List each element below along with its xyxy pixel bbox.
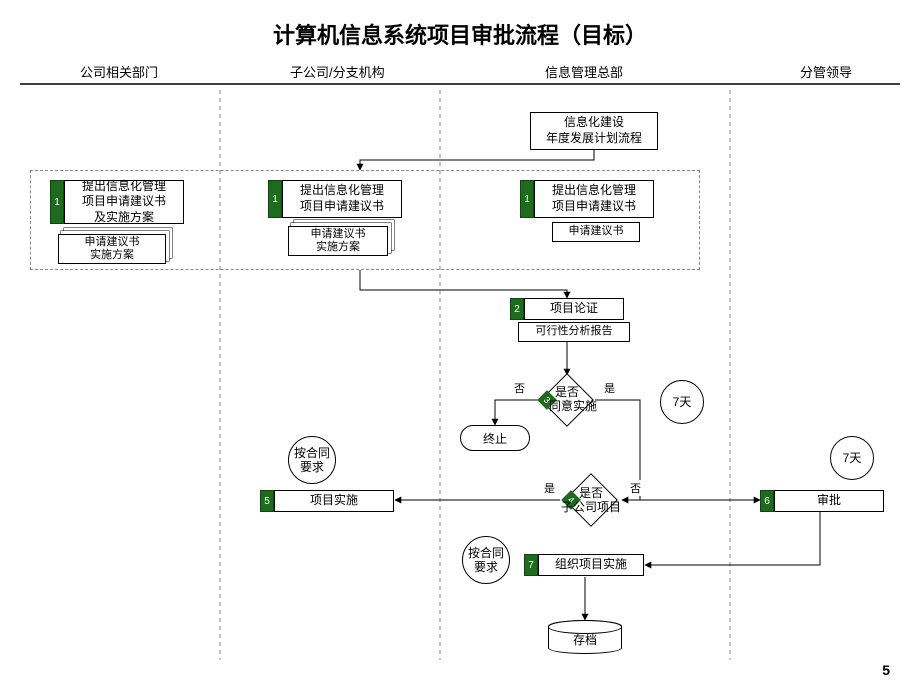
step-2-num: 2 [510, 298, 524, 320]
step-7: 组织项目实施 [538, 554, 644, 576]
decision-4-label: 是否 子公司项目 [560, 486, 622, 515]
decision-3-time: 7天 [660, 380, 704, 424]
step-2: 项目论证 [524, 298, 624, 320]
step-1a-doc: 申请建议书 实施方案 [58, 234, 166, 264]
step-5-num: 5 [260, 490, 274, 512]
archive-label: 存档 [573, 631, 597, 648]
step-7-num: 7 [524, 554, 538, 576]
lane-label-4: 分管领导 [800, 62, 852, 81]
step-1b: 提出信息化管理 项目申请建议书 [282, 180, 402, 218]
decision-3-no: 否 [512, 380, 527, 396]
page-number: 5 [882, 662, 890, 678]
archive: 存档 [548, 620, 622, 654]
lane-label-3: 信息管理总部 [545, 62, 623, 81]
step-1a-num: 1 [50, 180, 64, 224]
decision-4-yes: 是 [542, 480, 557, 496]
lane-label-1: 公司相关部门 [80, 62, 158, 81]
process-annual-plan: 信息化建设 年度发展计划流程 [530, 112, 658, 150]
step-2-doc: 可行性分析报告 [518, 322, 630, 342]
step-1b-doc: 申请建议书 实施方案 [288, 226, 388, 256]
step-1b-num: 1 [268, 180, 282, 218]
step-1c: 提出信息化管理 项目申请建议书 [534, 180, 654, 218]
step-5: 项目实施 [274, 490, 394, 512]
decision-3-label: 是否 同意实施 [549, 385, 585, 414]
decision-3-yes: 是 [602, 380, 617, 396]
step-1c-num: 1 [520, 180, 534, 218]
decision-4-no: 否 [628, 480, 643, 496]
terminator: 终止 [460, 425, 530, 451]
page-title: 计算机信息系统项目审批流程（目标） [0, 18, 920, 50]
lane-label-2: 子公司/分支机构 [290, 62, 385, 81]
step-6-num: 6 [760, 490, 774, 512]
step-7-note: 按合同 要求 [462, 536, 510, 584]
step-1a: 提出信息化管理 项目申请建议书 及实施方案 [64, 180, 184, 224]
step-6: 审批 [774, 490, 884, 512]
step-1c-doc: 申请建议书 [552, 222, 640, 242]
step-5-note: 按合同 要求 [288, 436, 336, 484]
step-6-note: 7天 [830, 436, 874, 480]
